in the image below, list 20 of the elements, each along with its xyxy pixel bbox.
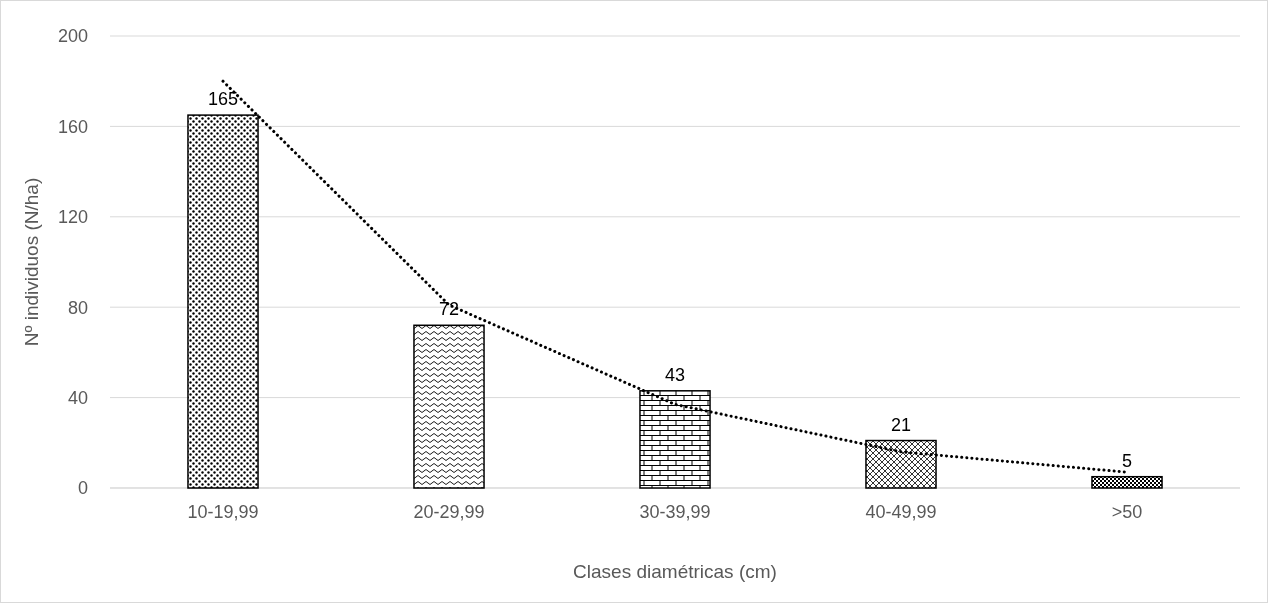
x-tick-label: 10-19,99: [187, 502, 259, 522]
y-tick-label: 80: [67, 297, 88, 318]
y-tick-label: 200: [57, 26, 88, 47]
bar: [413, 324, 485, 489]
data-label: 5: [1121, 450, 1133, 471]
x-axis-title: Clases diamétricas (cm): [573, 561, 777, 582]
y-tick-label: 120: [57, 207, 88, 228]
data-label: 21: [890, 414, 912, 435]
data-label: 43: [664, 364, 686, 385]
x-tick-label: 30-39,99: [639, 502, 711, 522]
data-label: 72: [438, 299, 460, 320]
x-tick-label: 40-49,99: [865, 502, 937, 522]
bar: [1091, 475, 1163, 489]
y-tick-label: 40: [67, 387, 88, 408]
y-tick-label: 0: [77, 478, 88, 499]
data-label: 165: [207, 89, 239, 110]
x-tick-label: >50: [1111, 502, 1143, 522]
y-tick-label: 160: [57, 116, 88, 137]
x-tick-label: 20-29,99: [413, 502, 485, 522]
y-axis-title: Nº individuos (N/ha): [21, 177, 42, 347]
